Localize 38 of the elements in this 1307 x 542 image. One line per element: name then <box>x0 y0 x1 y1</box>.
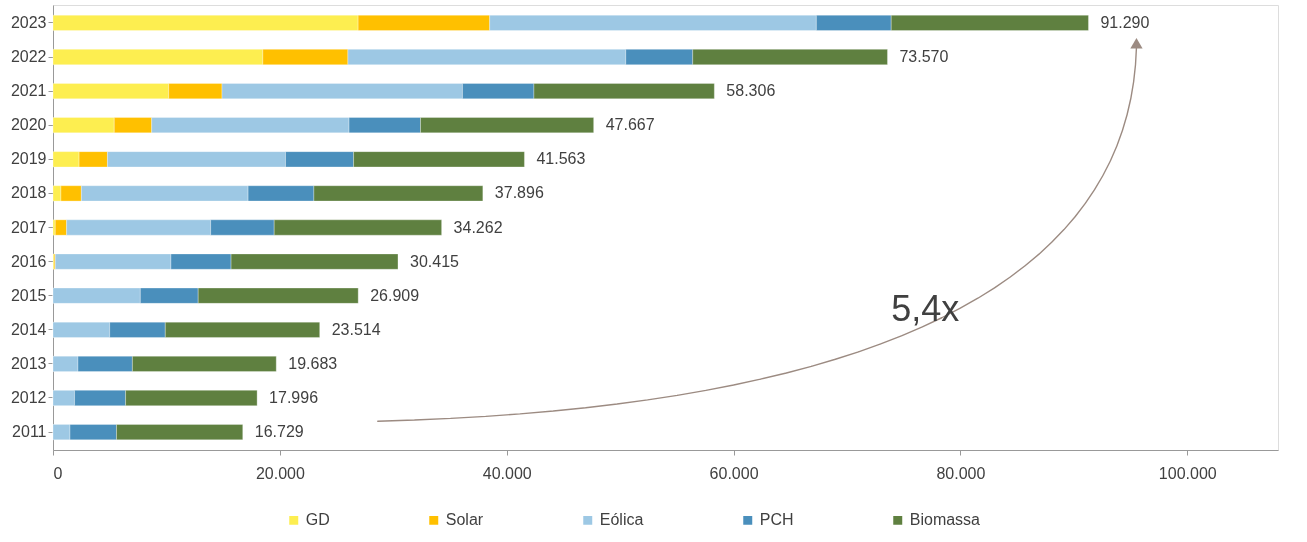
total-label: 17.996 <box>269 389 319 406</box>
y-tick-label: 2021 <box>10 82 47 100</box>
y-tick-label: 2012 <box>10 389 47 406</box>
y-tick-label: 2014 <box>10 320 47 338</box>
y-tick-label: 2020 <box>10 116 47 134</box>
y-tick-label: 2016 <box>10 252 47 270</box>
total-label: 30.415 <box>409 252 460 270</box>
total-label: 26.909 <box>370 286 420 304</box>
x-tick-label: 20.000 <box>255 464 305 482</box>
x-tick-label: 60.000 <box>709 464 759 482</box>
total-label: 91.290 <box>1100 13 1150 31</box>
legend-label: Biomassa <box>909 511 981 529</box>
x-tick-label: 40.000 <box>482 464 532 482</box>
total-label: 41.563 <box>536 150 586 168</box>
total-label: 73.570 <box>899 48 949 65</box>
y-tick-label: 2019 <box>10 150 47 168</box>
y-tick-label: 2013 <box>10 354 47 372</box>
total-label: 19.683 <box>288 354 338 372</box>
annotation: 5,4x <box>891 287 960 329</box>
y-tick-label: 2018 <box>10 184 47 202</box>
legend-label: Solar <box>445 511 484 529</box>
x-tick-label: 100.000 <box>1158 464 1217 482</box>
y-tick-label: 2023 <box>10 13 47 31</box>
x-tick-label: 80.000 <box>936 464 986 482</box>
x-tick-label: 0 <box>53 464 63 482</box>
legend-label: PCH <box>759 511 794 529</box>
total-label: 47.667 <box>605 116 655 134</box>
total-label: 34.262 <box>453 218 503 236</box>
legend-label: GD <box>305 511 330 529</box>
y-tick-label: 2017 <box>10 218 47 236</box>
y-tick-label: 2022 <box>10 48 47 65</box>
total-label: 16.729 <box>254 423 304 441</box>
total-label: 23.514 <box>331 320 381 338</box>
y-tick-label: 2015 <box>10 286 47 304</box>
total-label: 37.896 <box>494 184 544 202</box>
legend-label: Eólica <box>599 511 644 529</box>
total-label: 58.306 <box>726 82 776 100</box>
y-tick-label: 2011 <box>12 423 47 441</box>
